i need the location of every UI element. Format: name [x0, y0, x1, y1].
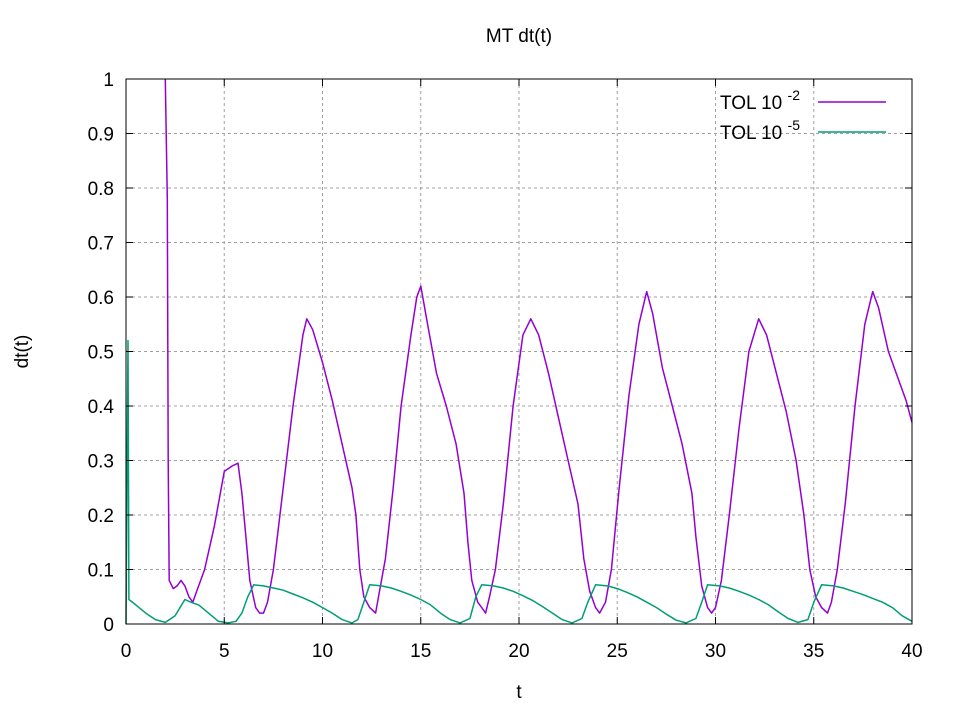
y-tick-label: 0.4 [88, 397, 115, 418]
x-axis-label: t [516, 682, 522, 703]
x-tick-label: 35 [803, 641, 824, 662]
series-line-1 [164, 78, 913, 614]
grid [126, 79, 912, 624]
x-tick-label: 20 [508, 641, 529, 662]
legend-label-base: TOL 10 [720, 123, 788, 144]
series-lines [125, 78, 913, 625]
y-axis-label: dt(t) [12, 335, 33, 369]
y-tick-label: 0.7 [88, 234, 114, 255]
y-tick-label: 1 [103, 70, 114, 91]
y-tick-label: 0.8 [88, 179, 114, 200]
x-tick-label: 0 [121, 641, 132, 662]
legend-label: TOL 10 -5 [720, 117, 800, 144]
legend-label-exponent: -2 [788, 87, 801, 103]
legend-label: TOL 10 -2 [720, 87, 800, 114]
ticks: 0 5 10 15 20 25 30 35 40 0 0.1 0.2 0.3 0.4 0.5 0.6 0.7 0.… [88, 70, 923, 662]
x-tick-label: 15 [410, 641, 431, 662]
y-tick-label: 0.5 [88, 343, 114, 364]
y-tick-label: 0.2 [88, 506, 114, 527]
y-tick-label: 0 [103, 615, 114, 636]
x-tick-label: 5 [219, 641, 230, 662]
x-tick-label: 25 [607, 641, 628, 662]
x-tick-label: 10 [312, 641, 333, 662]
y-tick-label: 0.6 [88, 288, 114, 309]
y-tick-label: 0.3 [88, 452, 114, 473]
chart-title: MT dt(t) [486, 26, 552, 47]
x-tick-label: 30 [705, 641, 726, 662]
legend-label-exponent: -5 [788, 117, 801, 133]
x-tick-label: 40 [901, 641, 922, 662]
y-tick-label: 0.1 [88, 561, 114, 582]
legend-label-base: TOL 10 [720, 93, 788, 114]
y-tick-label: 0.9 [88, 125, 114, 146]
series-line-2 [125, 339, 913, 625]
